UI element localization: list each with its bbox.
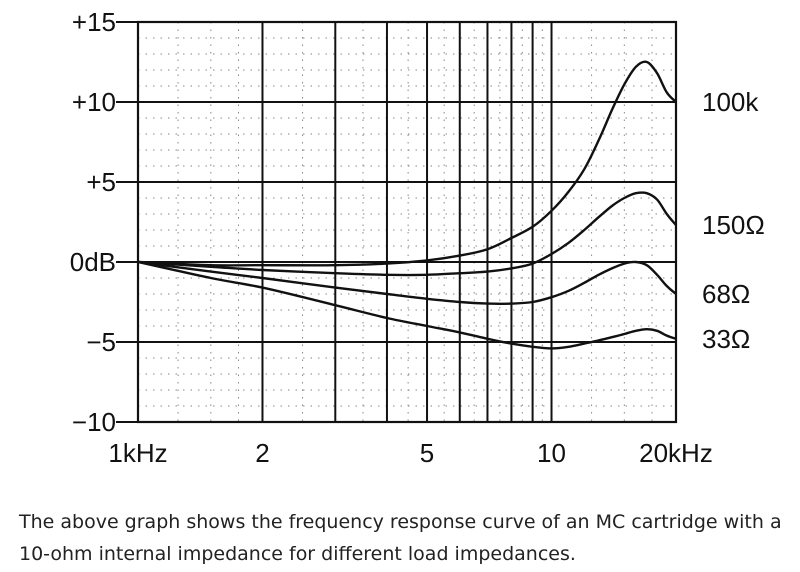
x-tick-label: 10 bbox=[537, 438, 566, 468]
series-label: 68Ω bbox=[702, 279, 750, 309]
minor-grid bbox=[138, 22, 676, 422]
y-tick-label: +15 bbox=[72, 7, 116, 37]
x-tick-labels: 1kHz 2 5 10 20kHz bbox=[108, 438, 712, 468]
series-line bbox=[137, 60, 677, 267]
series-line bbox=[137, 191, 677, 277]
major-grid bbox=[116, 21, 676, 423]
x-tick-label: 2 bbox=[255, 438, 269, 468]
series-labels: 100k 150Ω 68Ω 33Ω bbox=[702, 87, 765, 354]
series-lines bbox=[137, 60, 677, 350]
series-line bbox=[137, 260, 677, 306]
series-label: 150Ω bbox=[702, 210, 765, 240]
y-tick-label: −10 bbox=[72, 407, 116, 437]
x-tick-label: 1kHz bbox=[108, 438, 167, 468]
chart-caption: The above graph shows the frequency resp… bbox=[19, 511, 782, 565]
series-line bbox=[137, 260, 677, 350]
series-label: 100k bbox=[702, 87, 759, 117]
series-label: 33Ω bbox=[702, 324, 750, 354]
x-tick-label: 20kHz bbox=[639, 438, 713, 468]
y-tick-label: +10 bbox=[72, 87, 116, 117]
frequency-response-chart: +15 +10 +5 0dB −5 −10 1kHz 2 5 10 20kHz 100k 150Ω 6… bbox=[70, 7, 765, 468]
y-tick-label: +5 bbox=[86, 167, 116, 197]
y-tick-label: 0dB bbox=[70, 247, 116, 277]
x-tick-label: 5 bbox=[420, 438, 434, 468]
plot-frame bbox=[136, 20, 678, 424]
y-tick-label: −5 bbox=[86, 327, 116, 357]
y-tick-labels: +15 +10 +5 0dB −5 −10 bbox=[70, 7, 116, 437]
